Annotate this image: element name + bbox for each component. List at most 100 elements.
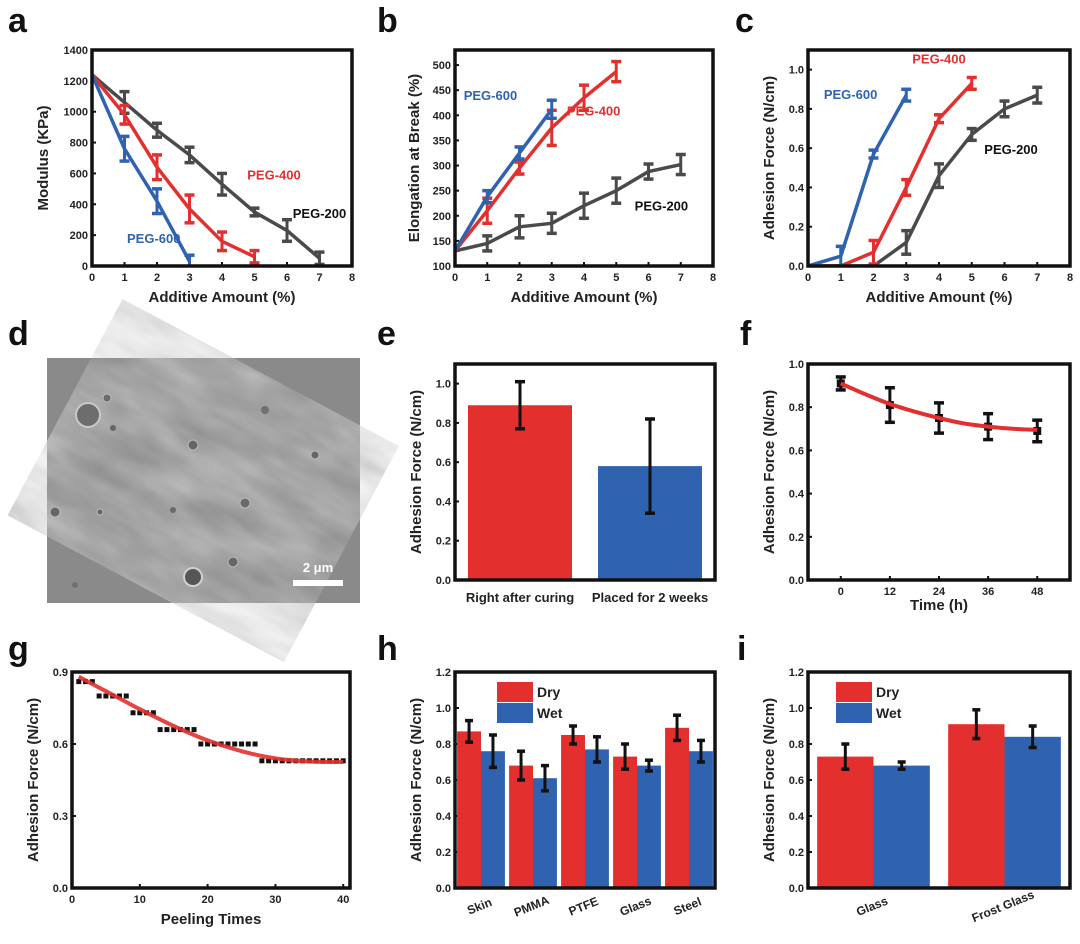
legend-label-dry: Dry <box>876 684 900 700</box>
data-point <box>89 679 95 685</box>
series-annotation: PEG-200 <box>293 206 346 221</box>
bar-wet <box>585 749 609 888</box>
series-line-peg-400 <box>808 82 974 266</box>
y-tick-label: 0.6 <box>789 143 804 155</box>
x-tick-label: 36 <box>982 586 994 598</box>
x-tick-label: 7 <box>316 272 322 284</box>
y-tick-label: 0.8 <box>436 739 451 751</box>
error-bar-peg-200 <box>514 214 525 240</box>
series-annotation: PEG-400 <box>912 52 965 67</box>
y-tick-label: 0.4 <box>789 811 805 823</box>
x-tick-label: 8 <box>1067 272 1073 284</box>
y-tick-label: 1.0 <box>789 359 804 371</box>
error-bar-peg-600 <box>901 87 912 103</box>
error-bar-peg-400 <box>119 103 130 126</box>
error-bar-peg-600 <box>152 187 162 216</box>
series-annotation: PEG-200 <box>635 199 688 214</box>
bar-wet <box>689 751 713 888</box>
series-annotation: PEG-400 <box>567 103 620 118</box>
error-bar <box>841 742 850 771</box>
category-label: Frost Glass <box>970 887 1037 925</box>
series-line-peg-400 <box>455 70 618 253</box>
panel-letter-d: d <box>8 315 29 353</box>
error-bar-peg-400 <box>868 238 879 266</box>
fit-curve <box>77 675 344 764</box>
data-point <box>1033 426 1042 435</box>
y-tick-label: 0.2 <box>436 847 451 859</box>
y-tick-label: 0.8 <box>436 418 451 430</box>
series-line-peg-400 <box>92 73 256 259</box>
y-tick-label: 0.8 <box>789 402 804 414</box>
x-tick-label: 10 <box>134 894 146 906</box>
series-line-peg-200 <box>455 162 682 253</box>
error-bar-peg-200 <box>611 176 622 205</box>
plot-area <box>457 713 713 888</box>
y-tick-label: 1.2 <box>789 667 804 679</box>
x-tick-label: 8 <box>710 272 716 284</box>
bar-wet <box>481 751 505 888</box>
series-annotation: PEG-600 <box>127 231 180 246</box>
series-line-peg-600 <box>455 108 554 252</box>
chart-f: 0.0 0.2 0.4 0.6 0.8 1.0 0 12 24 36 48 Time (h) Adhes… <box>761 359 1072 614</box>
y-tick-label: 0.3 <box>53 811 68 823</box>
y-tick-label: 100 <box>433 261 451 273</box>
error-bar-peg-600 <box>546 98 557 121</box>
y-axis-label: Adhesion Force (N/cm) <box>408 390 425 554</box>
plot-area <box>468 379 702 580</box>
error-bar <box>540 763 549 793</box>
data-point <box>164 727 170 733</box>
x-axis-label: Time (h) <box>910 597 968 614</box>
x-tick-label: 5 <box>251 272 257 284</box>
data-point <box>245 741 251 747</box>
y-tick-label: 0.2 <box>436 536 451 548</box>
error-bar <box>488 733 497 770</box>
bar-dry <box>613 756 637 888</box>
panel-letter-e: e <box>377 315 396 353</box>
plot-frame <box>453 48 715 268</box>
panel-letter-h: h <box>377 630 398 668</box>
error-bar-peg-200 <box>579 191 589 221</box>
y-tick-label: 1200 <box>64 76 88 88</box>
bar-dry <box>817 756 874 888</box>
error-bar-peg-200 <box>184 145 195 165</box>
sem-texture <box>7 299 399 663</box>
data-point <box>239 741 245 747</box>
legend-swatch-dry <box>836 682 872 702</box>
chart-c: 0.0 0.2 0.4 0.6 0.8 1.0 0 1 2 3 4 5 6 7 8 Additive Amou… <box>761 48 1073 306</box>
data-point <box>191 727 197 733</box>
legend-label-wet: Wet <box>876 705 902 721</box>
y-tick-label: 0.0 <box>53 883 68 895</box>
y-tick-label: 0.2 <box>789 847 804 859</box>
plot-frame <box>806 362 1072 582</box>
legend-label-dry: Dry <box>537 684 561 700</box>
y-tick-label: 0.8 <box>789 104 804 116</box>
error-bar-peg-200 <box>1032 85 1043 105</box>
x-tick-label: 24 <box>933 586 946 598</box>
series-annotation: PEG-600 <box>824 87 877 102</box>
bar <box>468 405 572 580</box>
data-point <box>130 710 136 716</box>
y-tick-label: 0.6 <box>436 457 451 469</box>
bar-dry <box>665 727 689 888</box>
data-point <box>123 693 129 699</box>
x-tick-label: 0 <box>452 272 458 284</box>
plot-frame <box>70 670 352 890</box>
error-bar-peg-400 <box>217 230 227 253</box>
panel-letter-i: i <box>737 630 746 668</box>
y-tick-label: 0.0 <box>789 261 804 273</box>
y-tick-label: 400 <box>70 199 88 211</box>
plot-frame <box>90 48 354 268</box>
error-bar-peg-400 <box>611 59 622 84</box>
category-label: Glass <box>854 894 890 919</box>
error-bar-peg-200 <box>217 171 227 197</box>
y-tick-label: 350 <box>433 135 451 147</box>
chart-i: 0.0 0.2 0.4 0.6 0.8 1.0 1.2 Adhesion Force (N/c… <box>761 667 1072 925</box>
data-point <box>184 727 190 733</box>
error-bar <box>621 742 630 771</box>
x-tick-label: 2 <box>154 272 160 284</box>
data-point <box>171 727 177 733</box>
error-bar <box>465 718 474 744</box>
y-tick-label: 1.2 <box>436 667 451 679</box>
chart-g: 0.0 0.3 0.6 0.9 0 10 20 30 40 Peeling Times Adhesi… <box>25 667 352 928</box>
y-tick-label: 0.0 <box>436 575 451 587</box>
